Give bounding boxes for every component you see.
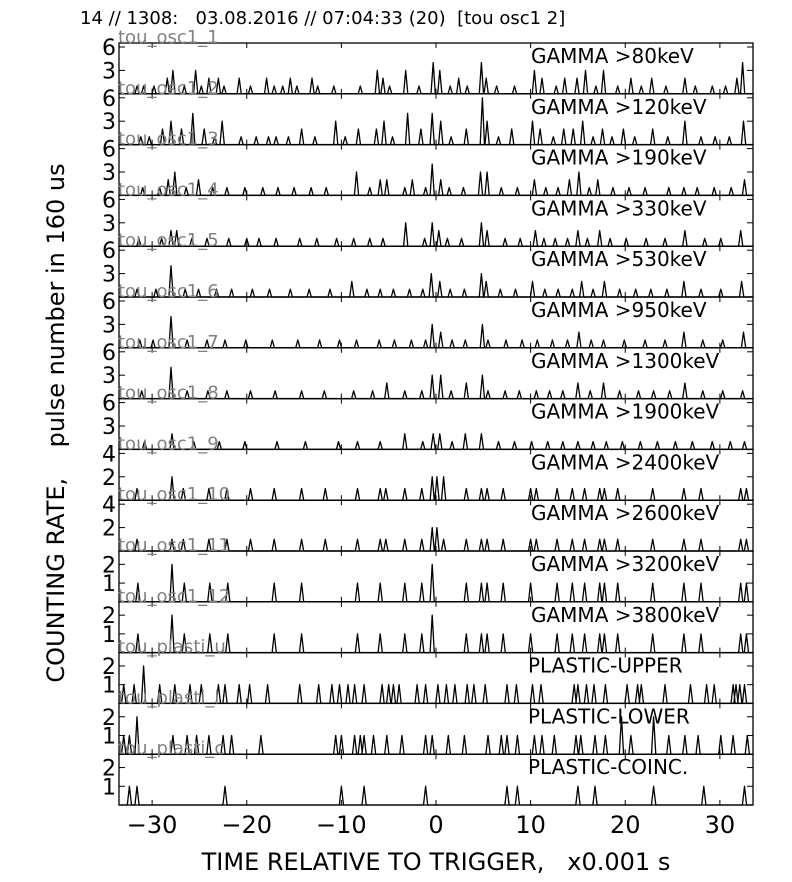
series-line bbox=[119, 265, 753, 298]
y-tick-label: 3 bbox=[102, 313, 116, 338]
y-tick-label: 3 bbox=[102, 212, 116, 237]
y-tick-label: 6 bbox=[102, 341, 116, 366]
channel-label: tou_osc1_11 bbox=[118, 535, 230, 556]
y-tick-label: 3 bbox=[102, 110, 116, 135]
y-tick-label: 6 bbox=[102, 290, 116, 315]
panel-label: GAMMA >530keV bbox=[531, 247, 707, 271]
panel-label: GAMMA >80keV bbox=[531, 44, 694, 68]
panel-label: GAMMA >1900keV bbox=[531, 400, 720, 424]
y-tick-label: 3 bbox=[102, 415, 116, 440]
panel-label: GAMMA >1300keV bbox=[531, 349, 720, 373]
x-tick-label: 0 bbox=[428, 811, 443, 839]
channel-label: tou_osc1_3 bbox=[118, 129, 219, 150]
channel-label: tou_osc1_4 bbox=[118, 179, 219, 200]
y-tick-label: 6 bbox=[102, 36, 116, 61]
channel-label: tou_osc1_8 bbox=[118, 383, 219, 404]
y-tick-label: 1 bbox=[102, 572, 116, 597]
y-tick-label: 2 bbox=[102, 604, 116, 629]
x-tick-label: −10 bbox=[316, 811, 367, 839]
y-tick-label: 3 bbox=[102, 59, 116, 84]
y-tick-label: 1 bbox=[102, 674, 116, 699]
y-tick-label: 6 bbox=[102, 138, 116, 163]
panel-label: GAMMA >120keV bbox=[531, 95, 707, 119]
series-line bbox=[119, 163, 753, 197]
channel-label: tou_plasti_c bbox=[118, 738, 224, 759]
channel-label: tou_osc1_6 bbox=[118, 281, 219, 302]
panel-label: GAMMA >330keV bbox=[531, 196, 707, 220]
panel-label: PLASTIC-COINC. bbox=[528, 755, 688, 779]
x-tick-label: −30 bbox=[127, 811, 178, 839]
y-tick-label: 2 bbox=[102, 517, 116, 542]
x-tick-label: −20 bbox=[221, 811, 272, 839]
channel-label: tou_osc1_5 bbox=[118, 230, 219, 251]
y-tick-label: 3 bbox=[102, 364, 116, 389]
y-tick-label: 2 bbox=[102, 757, 116, 782]
series-line bbox=[119, 665, 753, 705]
channel-label: tou_plasti_u bbox=[118, 637, 226, 658]
y-tick-label: 6 bbox=[102, 87, 116, 112]
y-tick-label: 3 bbox=[102, 263, 116, 288]
y-tick-label: 1 bbox=[102, 623, 116, 648]
panel-label: GAMMA >950keV bbox=[531, 298, 707, 322]
channel-label: tou_osc1_7 bbox=[118, 332, 219, 353]
channel-label: tou_osc1_10 bbox=[118, 484, 230, 505]
channel-label: tou_osc1_12 bbox=[118, 586, 230, 607]
y-tick-label: 6 bbox=[102, 392, 116, 417]
y-tick-label: 2 bbox=[102, 466, 116, 491]
panel-label: GAMMA >190keV bbox=[531, 146, 707, 170]
x-tick-label: 30 bbox=[705, 811, 736, 839]
y-tick-label: 3 bbox=[102, 161, 116, 186]
y-tick-label: 2 bbox=[102, 706, 116, 731]
series-line bbox=[119, 433, 753, 451]
series-line bbox=[119, 785, 753, 806]
channel-label: tou_osc1_9 bbox=[118, 433, 219, 454]
panel-label: PLASTIC-LOWER bbox=[528, 704, 690, 728]
panel-label: GAMMA >3800keV bbox=[531, 603, 720, 627]
x-tick-label: 20 bbox=[610, 811, 641, 839]
y-tick-label: 1 bbox=[102, 775, 116, 800]
channel-label: tou_osc1_2 bbox=[118, 78, 219, 99]
channel-label: tou_plasti_l bbox=[118, 687, 219, 708]
y-tick-label: 2 bbox=[102, 655, 116, 680]
chart-header: 14 // 1308: 03.08.2016 // 07:04:33 (20) … bbox=[80, 8, 566, 29]
y-tick-label: 4 bbox=[102, 442, 116, 467]
y-tick-label: 2 bbox=[102, 553, 116, 578]
panel-label: GAMMA >2600keV bbox=[531, 501, 720, 525]
y-tick-label: 6 bbox=[102, 188, 116, 213]
panel-label: GAMMA >2400keV bbox=[531, 450, 720, 474]
x-axis-label: TIME RELATIVE TO TRIGGER, x0.001 s bbox=[201, 848, 671, 876]
x-tick-label: 10 bbox=[515, 811, 546, 839]
y-tick-label: 1 bbox=[102, 724, 116, 749]
panel-label: GAMMA >3200keV bbox=[531, 552, 720, 576]
channel-label: tou_osc1_1 bbox=[118, 27, 219, 48]
panel-label: PLASTIC-UPPER bbox=[528, 654, 683, 678]
y-tick-label: 4 bbox=[102, 493, 116, 518]
y-tick-label: 6 bbox=[102, 239, 116, 264]
